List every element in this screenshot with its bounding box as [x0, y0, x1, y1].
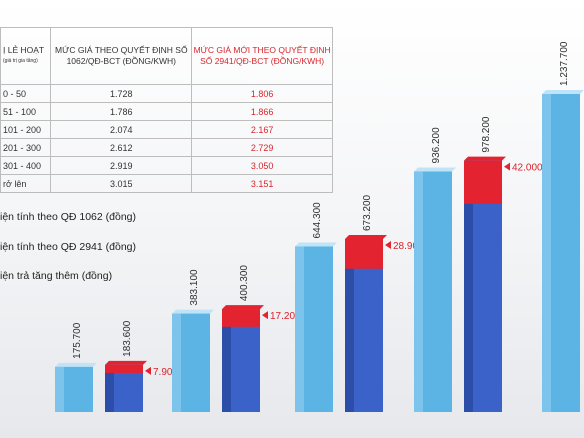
bar-new-top — [464, 156, 506, 161]
bar-old-value-label: 1.237.700 — [559, 41, 570, 86]
bar-new-value-label: 183.600 — [122, 320, 133, 357]
table-row: 301 - 400 2.919 3.050 — [0, 156, 333, 175]
increase-arrow-icon — [385, 241, 391, 250]
increase-arrow-icon — [504, 162, 510, 171]
header-tier-note: (giá trị gia tăng) — [3, 58, 38, 64]
bar-new-value-label: 673.200 — [362, 194, 373, 231]
legend-increase: iện trả tăng thêm (đồng) — [0, 270, 113, 282]
bar-increase-cap — [105, 364, 143, 373]
table-row: 51 - 100 1.786 1.866 — [0, 102, 333, 121]
bar-old-top — [295, 242, 337, 247]
header-tier: Ị LẺ HOẠT (giá trị gia tăng) — [0, 27, 52, 85]
increase-value-label: 7.900 — [153, 367, 178, 378]
header-old-price: MỨC GIÁ THEO QUYẾT ĐỊNH SỐ 1062/QĐ-BCT (… — [50, 27, 193, 85]
bar-new-side — [345, 239, 354, 412]
increase-value-label: 28.900 — [393, 241, 424, 252]
table-row: rở lên 3.015 3.151 — [0, 174, 333, 193]
bar-new-value-label: 400.300 — [239, 265, 250, 302]
bar-old-value-label: 936.200 — [431, 127, 442, 164]
bar-old-side — [172, 313, 181, 412]
bar-new-top — [105, 360, 147, 365]
bar-old-top — [414, 167, 456, 172]
tier-cell: rở lên — [0, 174, 52, 193]
increase-arrow-icon — [145, 366, 151, 375]
bar-old-value-label: 175.700 — [72, 322, 83, 359]
header-new-price: MỨC GIÁ MỚI THEO QUYẾT ĐỊNH SỐ 2941/QĐ-B… — [191, 27, 333, 85]
bar-new-value-label: 978.200 — [481, 116, 492, 153]
bar-old-top — [542, 90, 584, 94]
bar-increase-cap — [464, 160, 502, 204]
bar-old-side — [414, 171, 423, 412]
increase-value-label: 17.200 — [270, 311, 301, 322]
bar-increase-cap — [345, 239, 383, 269]
bar-old-top — [55, 362, 97, 367]
table-header-row: Ị LẺ HOẠT (giá trị gia tăng) MỨC GIÁ THE… — [0, 27, 333, 85]
bar-old-top — [172, 309, 214, 314]
bar-new-side — [222, 309, 231, 412]
bar-new-side — [464, 160, 473, 412]
increase-arrow-icon — [262, 311, 268, 320]
legend-old-price: iện tính theo QĐ 1062 (đồng) — [0, 211, 137, 223]
table-row: 101 - 200 2.074 2.167 — [0, 120, 333, 139]
table-row: 201 - 300 2.612 2.729 — [0, 138, 333, 157]
bar-new-side — [105, 364, 114, 412]
legend-new-price: iện tính theo QĐ 2941 (đồng) — [0, 241, 137, 253]
bar-increase-cap — [222, 309, 260, 327]
table-row: 0 - 50 1.728 1.806 — [0, 84, 333, 103]
bar-old-value-label: 644.300 — [312, 202, 323, 239]
bar-old-side — [295, 246, 304, 412]
bar-new-top — [222, 305, 264, 310]
bar-old-side — [542, 94, 551, 412]
bar-new-top — [345, 235, 387, 240]
bar-old-side — [55, 366, 64, 412]
header-tier-label: Ị LẺ HOẠT — [3, 45, 45, 55]
price-table: Ị LẺ HOẠT (giá trị gia tăng) MỨC GIÁ THE… — [0, 27, 333, 193]
new-price-cell: 3.151 — [191, 174, 333, 193]
bar-old-value-label: 383.100 — [189, 269, 200, 306]
increase-value-label: 42.000 — [512, 163, 543, 174]
